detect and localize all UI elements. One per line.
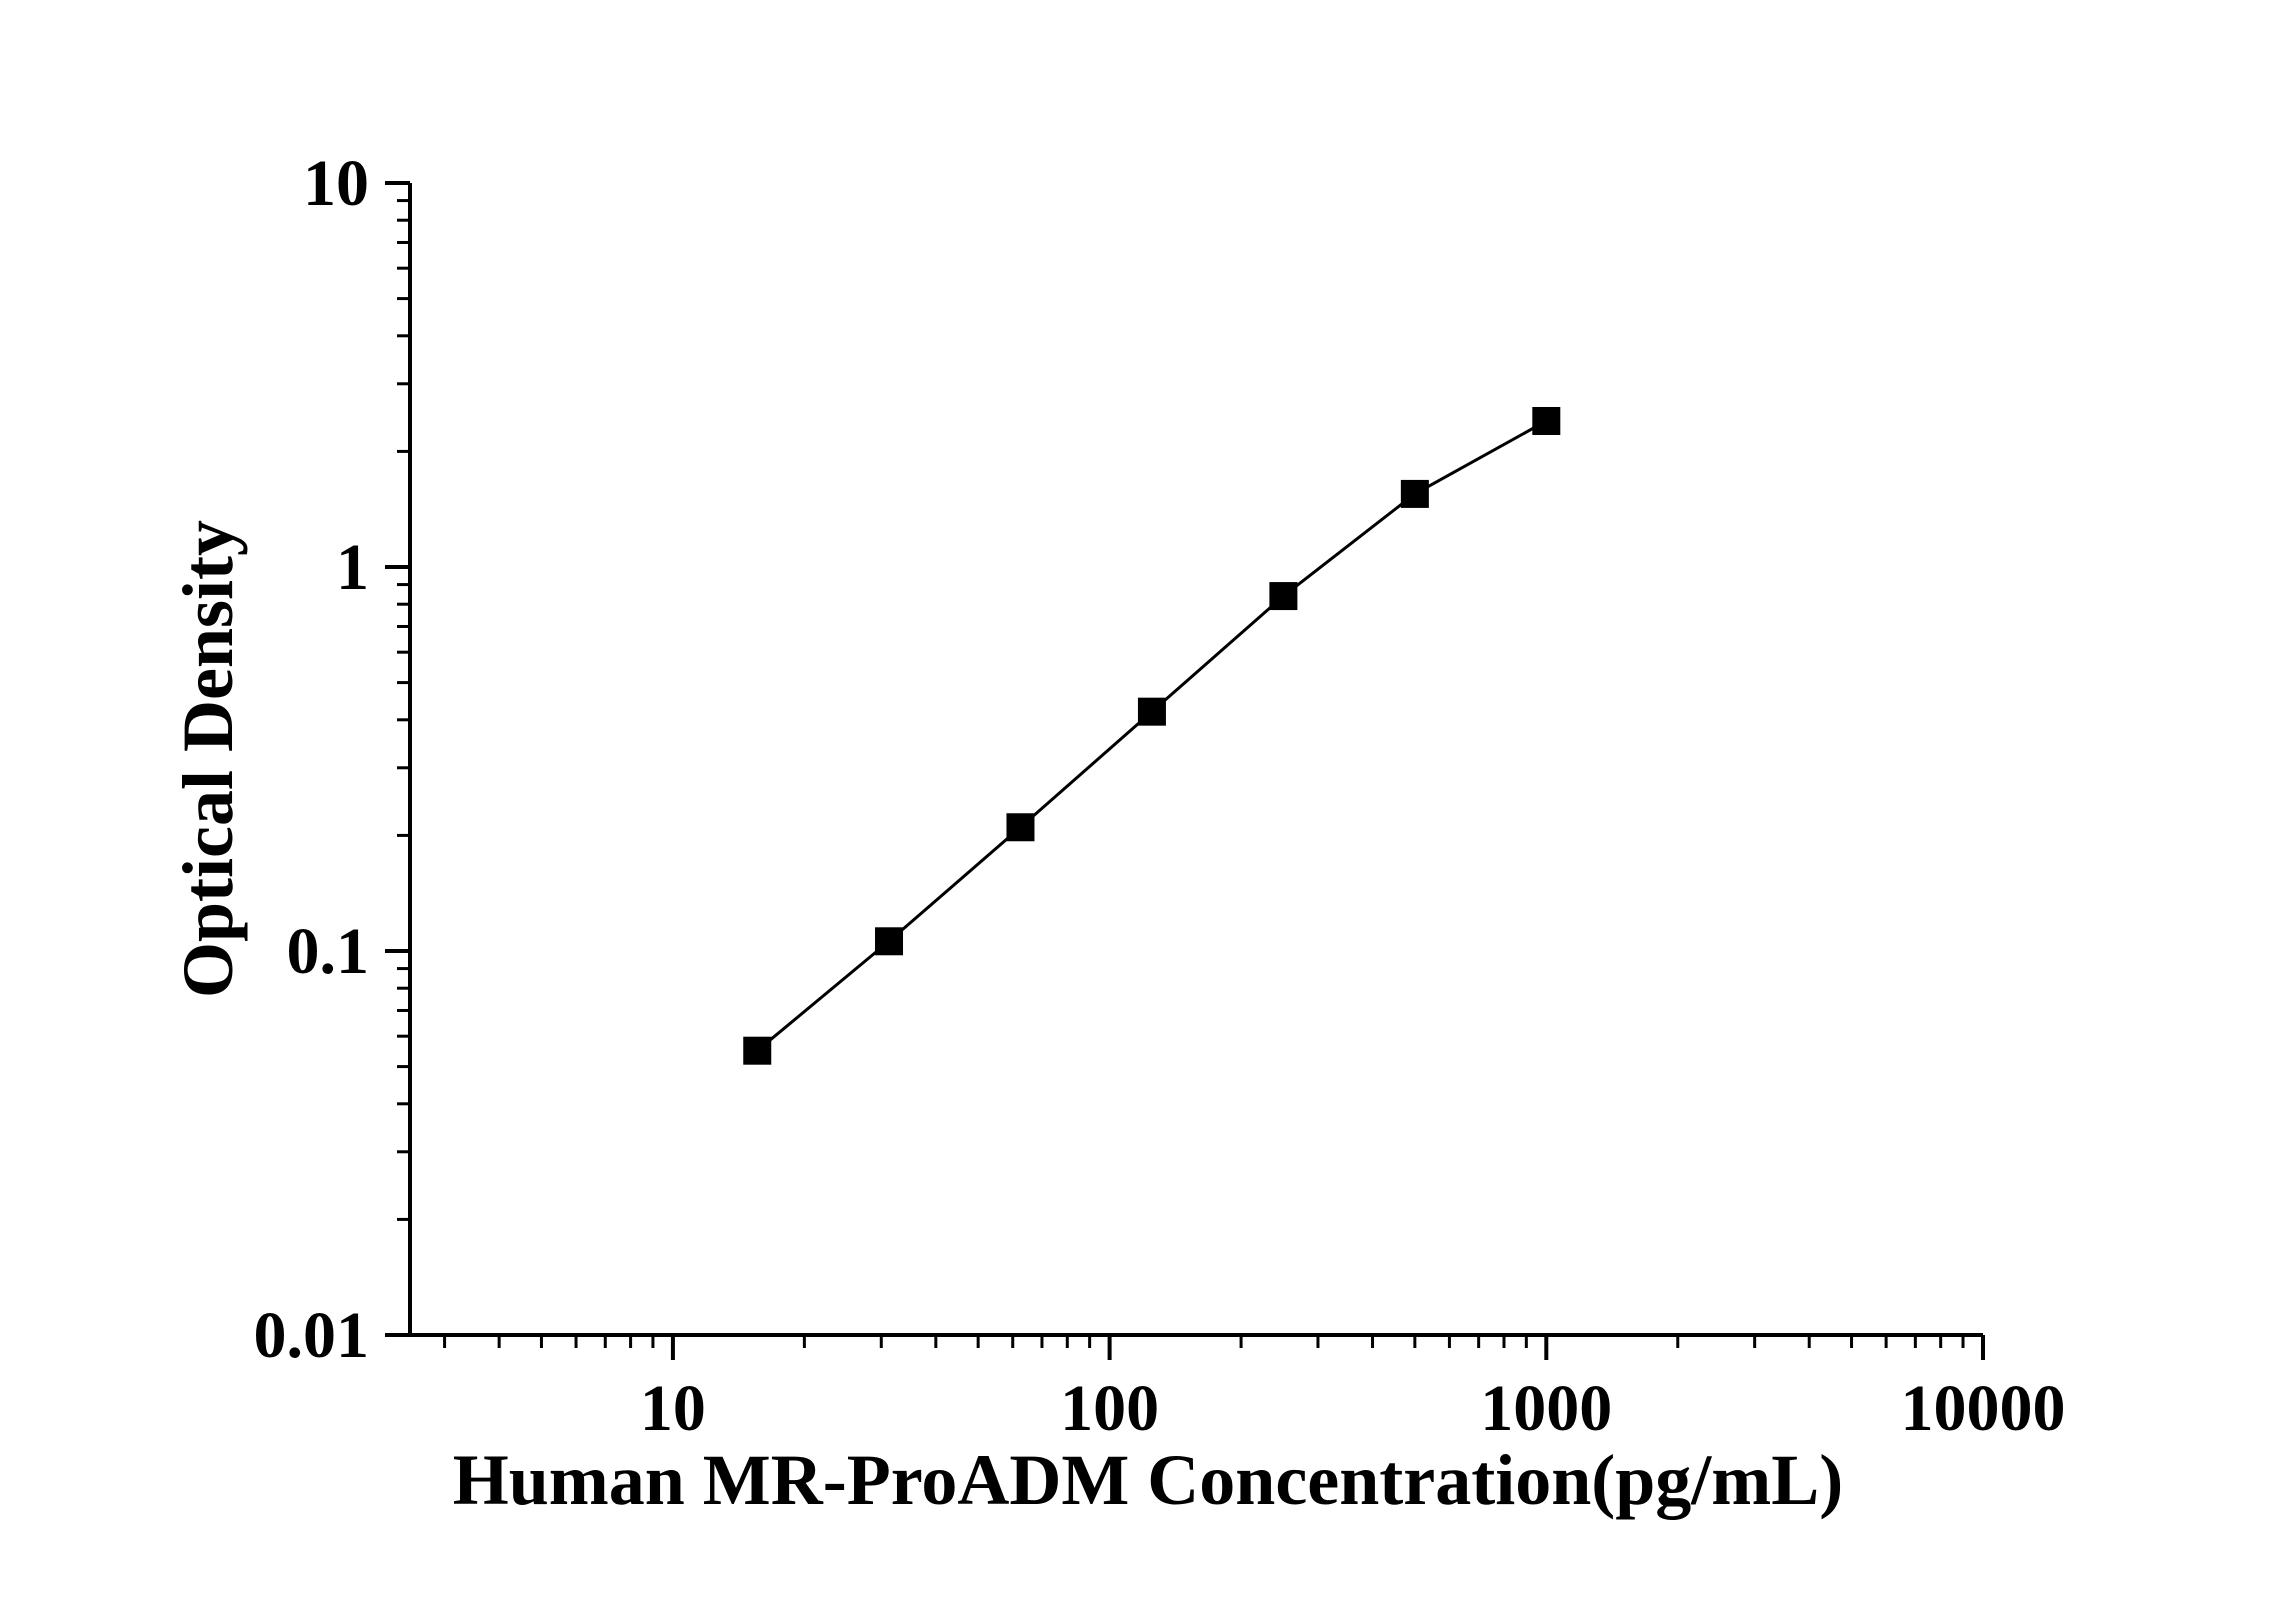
data-point-marker bbox=[875, 927, 904, 956]
x-tick-label: 10 bbox=[640, 1372, 706, 1445]
y-tick-label: 10 bbox=[303, 147, 369, 220]
y-axis-title: Optical Density bbox=[168, 520, 248, 998]
x-tick-label: 10000 bbox=[1901, 1372, 2066, 1445]
data-point-marker bbox=[1532, 406, 1561, 435]
y-tick-label: 1 bbox=[336, 531, 369, 604]
data-point-marker bbox=[743, 1036, 772, 1065]
y-tick-label: 0.01 bbox=[254, 1299, 370, 1372]
data-point-marker bbox=[1400, 479, 1429, 508]
data-point-marker bbox=[1137, 697, 1166, 726]
data-line bbox=[756, 419, 1548, 1052]
data-point-marker bbox=[1269, 582, 1298, 611]
x-axis-title: Human MR-ProADM Concentration(pg/mL) bbox=[452, 1440, 1844, 1520]
x-tick-label: 1000 bbox=[1480, 1372, 1612, 1445]
x-tick-label: 100 bbox=[1060, 1372, 1159, 1445]
data-point-marker bbox=[1006, 813, 1035, 842]
y-tick-label: 0.1 bbox=[287, 915, 370, 988]
